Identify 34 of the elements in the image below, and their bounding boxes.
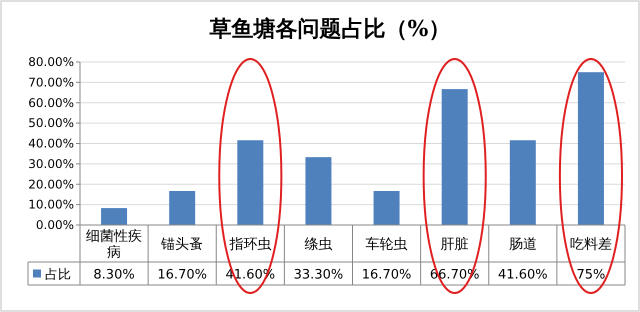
y-tick-label: 10.00% [28, 198, 74, 212]
bar [578, 72, 604, 225]
data-label: 16.70% [157, 268, 207, 282]
bar [101, 208, 128, 225]
x-tick-label: 锚头蚤 [160, 236, 204, 252]
y-tick-label: 80.00% [28, 55, 74, 69]
x-tick-label: 吃料差 [570, 236, 612, 252]
data-label: 41.60% [498, 268, 548, 282]
data-label: 16.70% [362, 268, 412, 282]
x-tick-label: 绦虫 [304, 236, 332, 252]
legend: 占比 [33, 268, 71, 282]
bar [237, 140, 264, 225]
y-tick-label: 70.00% [28, 75, 74, 90]
y-tick-label: 30.00% [28, 156, 74, 171]
chart-title: 草鱼塘各问题占比（%） [208, 16, 450, 42]
bar [510, 140, 536, 225]
x-tick-label: 细菌性疾病 [86, 228, 142, 260]
y-tick-label: 0.00% [36, 218, 74, 232]
bar [442, 89, 468, 225]
bar [305, 157, 332, 225]
legend-label: 占比 [45, 268, 71, 282]
data-label: 33.30% [294, 268, 344, 282]
data-label: 8.30% [93, 268, 135, 282]
x-tick-label: 车轮虫 [366, 236, 408, 252]
bar [169, 190, 196, 225]
x-tick-label: 指环虫 [228, 236, 272, 252]
bar [374, 190, 400, 225]
x-tick-label: 肠道 [508, 236, 537, 252]
y-tick-label: 50.00% [28, 116, 74, 130]
y-tick-label: 60.00% [28, 96, 74, 110]
y-tick-label: 40.00% [28, 136, 74, 150]
y-tick-label: 20.00% [28, 177, 74, 192]
data-label: 75% [576, 268, 606, 282]
x-tick-label: 肝脏 [440, 236, 469, 252]
